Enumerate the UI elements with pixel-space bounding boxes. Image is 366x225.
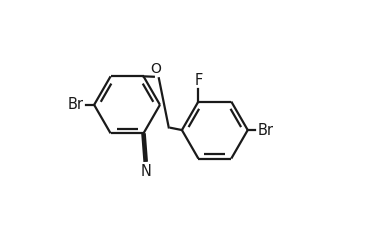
Text: Br: Br bbox=[258, 123, 274, 137]
Text: F: F bbox=[194, 72, 202, 88]
Text: N: N bbox=[141, 164, 152, 179]
Text: O: O bbox=[150, 62, 161, 76]
Text: Br: Br bbox=[68, 97, 84, 112]
